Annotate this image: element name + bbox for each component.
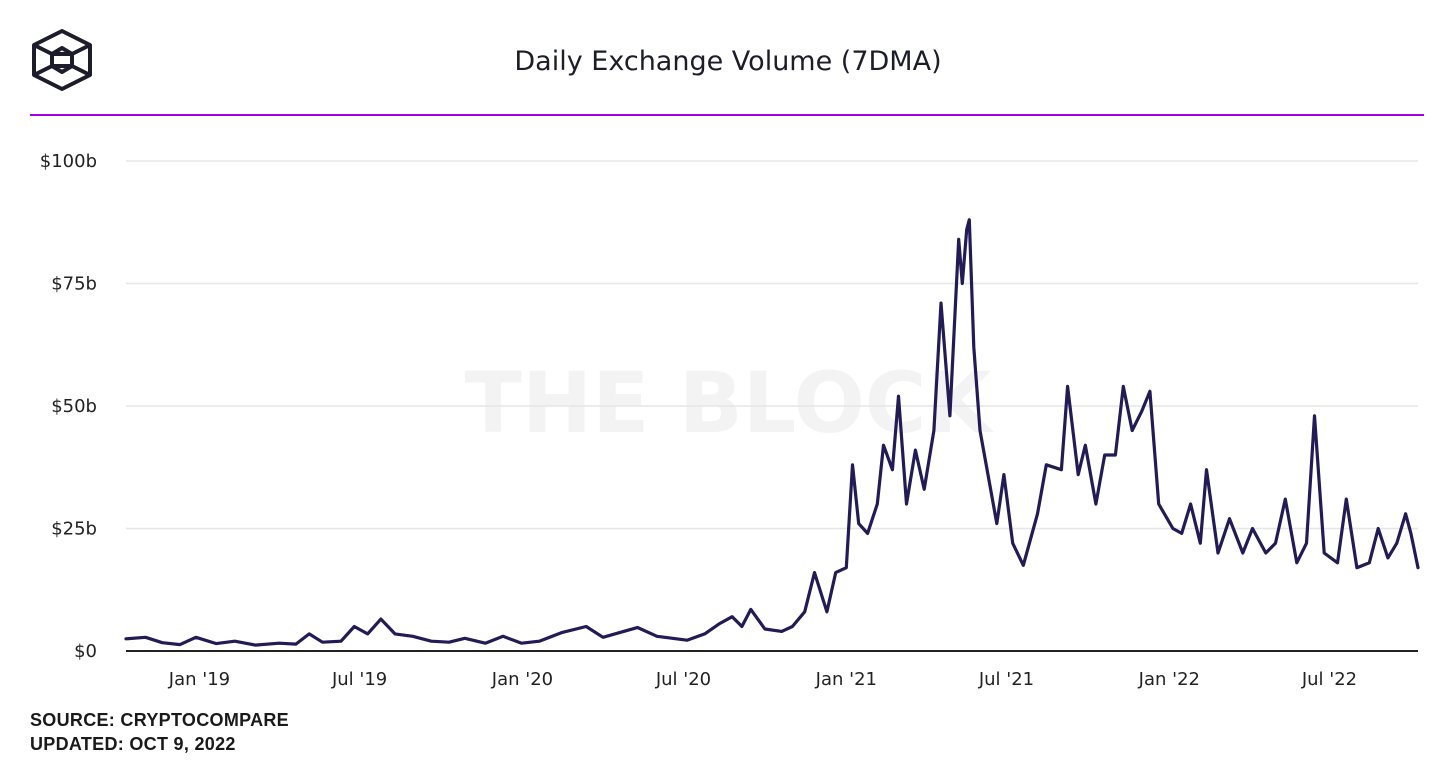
series-layer bbox=[124, 218, 1420, 647]
y-tick-label: $75b bbox=[51, 274, 97, 295]
source-note: SOURCE: CRYPTOCOMPARE bbox=[30, 710, 289, 730]
y-tick-label: $50b bbox=[51, 396, 97, 417]
series-line bbox=[124, 218, 1420, 647]
watermark: THE BLOCK bbox=[465, 354, 995, 452]
y-tick-label: $0 bbox=[74, 641, 97, 662]
accent-divider bbox=[30, 114, 1424, 116]
chart-title: Daily Exchange Volume (7DMA) bbox=[514, 46, 942, 77]
x-tick-label: Jan '19 bbox=[168, 669, 230, 690]
y-tick-label: $100b bbox=[40, 151, 97, 172]
x-tick-label: Jan '20 bbox=[491, 669, 553, 690]
x-tick-label: Jan '22 bbox=[1138, 669, 1200, 690]
y-axis-tick-labels: $0 $25b $50b $75b $100b bbox=[40, 151, 97, 662]
y-tick-label: $25b bbox=[51, 519, 97, 540]
x-tick-label: Jul '20 bbox=[655, 669, 711, 690]
x-tick-label: Jul '19 bbox=[331, 669, 387, 690]
x-tick-label: Jul '22 bbox=[1301, 669, 1357, 690]
the-block-cube-icon bbox=[30, 28, 94, 92]
x-axis-tick-labels: Jan '19 Jul '19 Jan '20 Jul '20 Jan '21 Jul '… bbox=[168, 669, 1357, 690]
x-tick-label: Jan '21 bbox=[815, 669, 877, 690]
x-tick-label: Jul '21 bbox=[978, 669, 1034, 690]
updated-note: UPDATED: OCT 9, 2022 bbox=[30, 734, 236, 754]
grid-lines bbox=[126, 160, 1418, 530]
